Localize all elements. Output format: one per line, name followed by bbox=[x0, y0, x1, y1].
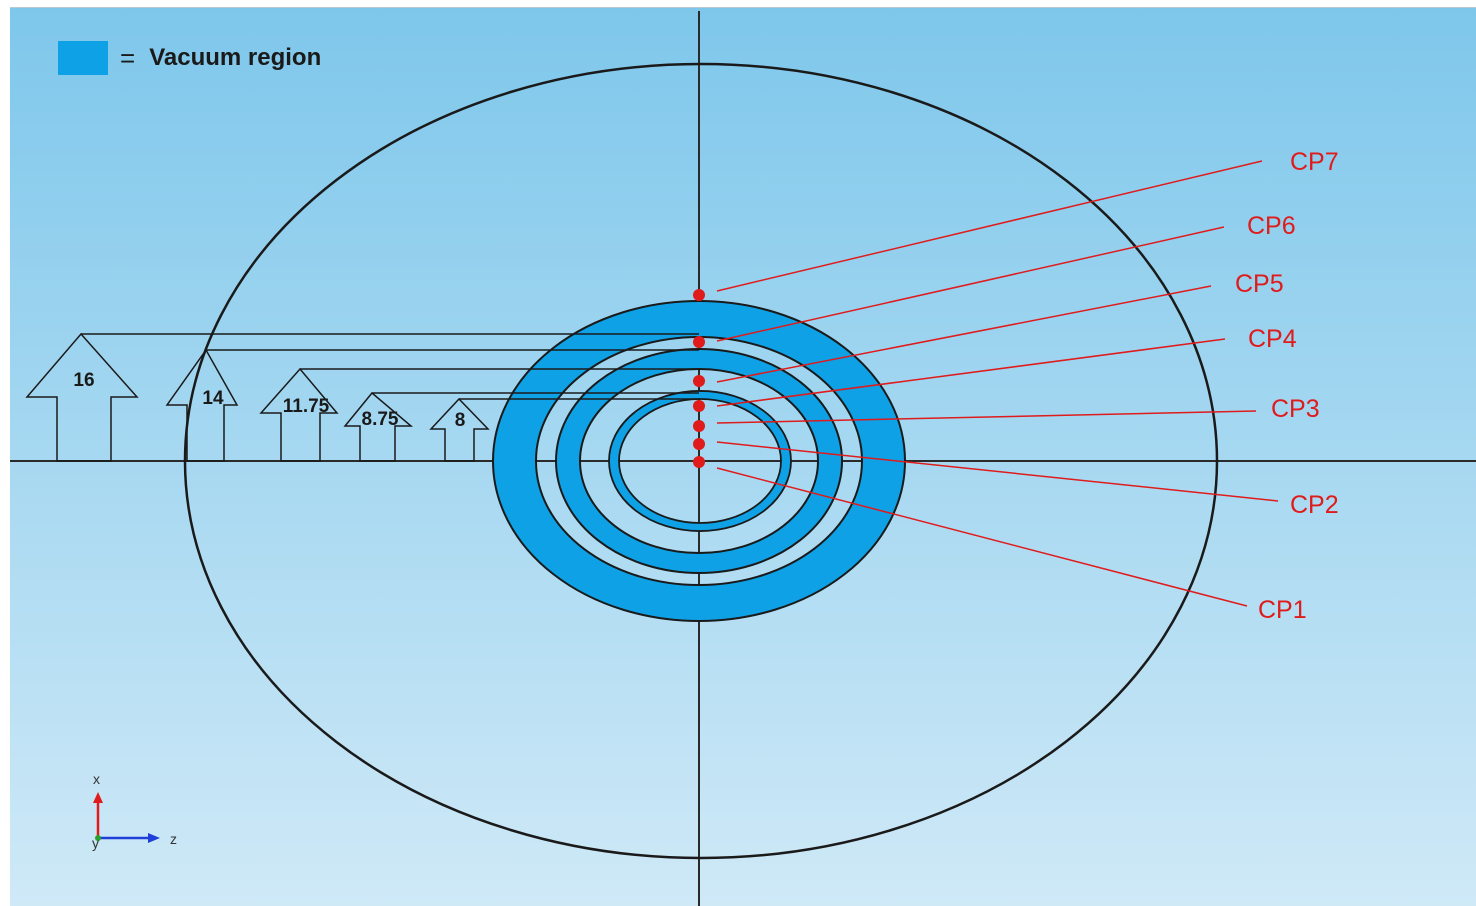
outer-boundary-circle bbox=[183, 62, 1219, 860]
vacuum-ring-middle bbox=[554, 348, 844, 574]
control-points bbox=[693, 289, 705, 468]
control-point-cp4[interactable] bbox=[693, 400, 705, 412]
dimension-guides bbox=[81, 333, 699, 400]
cp3-label: CP3 bbox=[1271, 395, 1320, 423]
legend-swatch bbox=[58, 41, 108, 75]
legend-label: Vacuum region bbox=[149, 44, 322, 71]
cross-section-diagram: 16 14 11.75 8.75 8 bbox=[10, 11, 1476, 906]
control-point-cp2[interactable] bbox=[693, 438, 705, 450]
radius-marker-14: 14 bbox=[165, 348, 239, 462]
control-point-cp7[interactable] bbox=[693, 289, 705, 301]
control-point-cp3[interactable] bbox=[693, 420, 705, 432]
legend: = Vacuum region bbox=[58, 41, 321, 75]
control-point-cp5[interactable] bbox=[693, 375, 705, 387]
control-point-cp6[interactable] bbox=[693, 336, 705, 348]
vacuum-ring-outer bbox=[491, 300, 907, 622]
cp1-label: CP1 bbox=[1258, 596, 1307, 624]
z-axis-label: z bbox=[170, 831, 177, 847]
radius-marker-8-75: 8.75 bbox=[343, 391, 414, 462]
vacuum-ring-inner bbox=[608, 390, 792, 532]
cp7-label: CP7 bbox=[1290, 148, 1339, 176]
viewport[interactable]: 16 14 11.75 8.75 8 bbox=[10, 7, 1476, 906]
cp5-label: CP5 bbox=[1235, 270, 1284, 298]
x-axis-label: x bbox=[93, 771, 100, 787]
radius-marker-16: 16 bbox=[25, 332, 139, 462]
svg-text:16: 16 bbox=[73, 370, 94, 391]
cp6-label: CP6 bbox=[1247, 212, 1296, 240]
cp4-label: CP4 bbox=[1248, 325, 1297, 353]
svg-text:8.75: 8.75 bbox=[362, 409, 399, 430]
control-point-leaders bbox=[716, 160, 1279, 607]
svg-text:8: 8 bbox=[455, 410, 466, 431]
svg-text:11.75: 11.75 bbox=[283, 396, 330, 417]
radius-marker-8: 8 bbox=[429, 397, 490, 462]
axis-triad: x z y bbox=[92, 771, 177, 851]
legend-equals: = bbox=[120, 42, 136, 73]
cp2-label: CP2 bbox=[1290, 491, 1339, 519]
control-point-cp1[interactable] bbox=[693, 456, 705, 468]
svg-text:14: 14 bbox=[202, 388, 224, 409]
y-axis-label: y bbox=[92, 835, 99, 851]
radius-marker-11-75: 11.75 bbox=[259, 367, 339, 462]
